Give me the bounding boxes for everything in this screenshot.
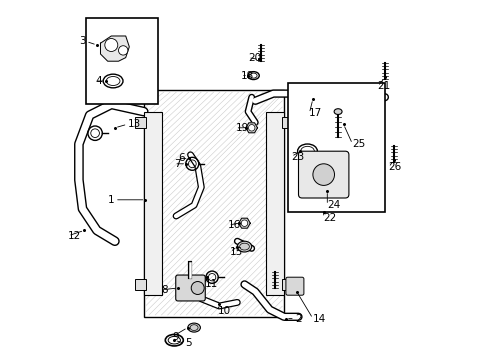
Text: 2: 2 (294, 314, 301, 324)
Text: 22: 22 (323, 213, 336, 223)
Text: 14: 14 (312, 314, 325, 324)
Text: 17: 17 (309, 108, 322, 118)
Text: 4: 4 (95, 76, 102, 86)
Text: 13: 13 (127, 119, 141, 129)
FancyBboxPatch shape (175, 275, 205, 301)
FancyBboxPatch shape (285, 277, 303, 295)
Circle shape (104, 39, 118, 51)
Text: 21: 21 (377, 81, 390, 91)
Bar (143, 90, 284, 317)
Text: 5: 5 (185, 338, 191, 348)
Bar (134, 117, 145, 128)
Bar (143, 112, 162, 295)
Circle shape (241, 220, 247, 226)
Bar (282, 279, 292, 290)
Text: 23: 23 (291, 152, 304, 162)
Text: 1: 1 (108, 195, 115, 205)
Bar (287, 83, 384, 212)
Text: 20: 20 (247, 53, 261, 63)
Text: 24: 24 (326, 200, 340, 210)
Text: 18: 18 (241, 71, 254, 81)
FancyBboxPatch shape (298, 151, 348, 198)
Bar (134, 279, 145, 290)
Text: 8: 8 (162, 285, 168, 295)
Text: 6: 6 (178, 153, 184, 163)
Text: 16: 16 (228, 220, 241, 230)
Bar (86, 18, 158, 104)
Circle shape (118, 46, 127, 55)
Bar (265, 112, 284, 295)
Text: 19: 19 (235, 123, 248, 133)
Ellipse shape (237, 241, 251, 252)
Text: 11: 11 (204, 279, 218, 289)
Text: 3: 3 (80, 36, 86, 46)
Polygon shape (238, 218, 250, 228)
Ellipse shape (333, 109, 342, 114)
Text: 10: 10 (217, 306, 230, 316)
Text: 26: 26 (387, 162, 401, 172)
Polygon shape (245, 123, 257, 133)
Bar (282, 117, 292, 128)
Circle shape (248, 125, 254, 131)
Circle shape (191, 282, 204, 294)
Text: 9: 9 (172, 332, 179, 342)
Ellipse shape (187, 323, 200, 332)
Text: 25: 25 (352, 139, 365, 149)
Polygon shape (101, 36, 129, 61)
Text: 7: 7 (174, 159, 181, 169)
Text: 12: 12 (68, 231, 81, 241)
Text: 15: 15 (230, 247, 243, 257)
Circle shape (312, 164, 334, 185)
